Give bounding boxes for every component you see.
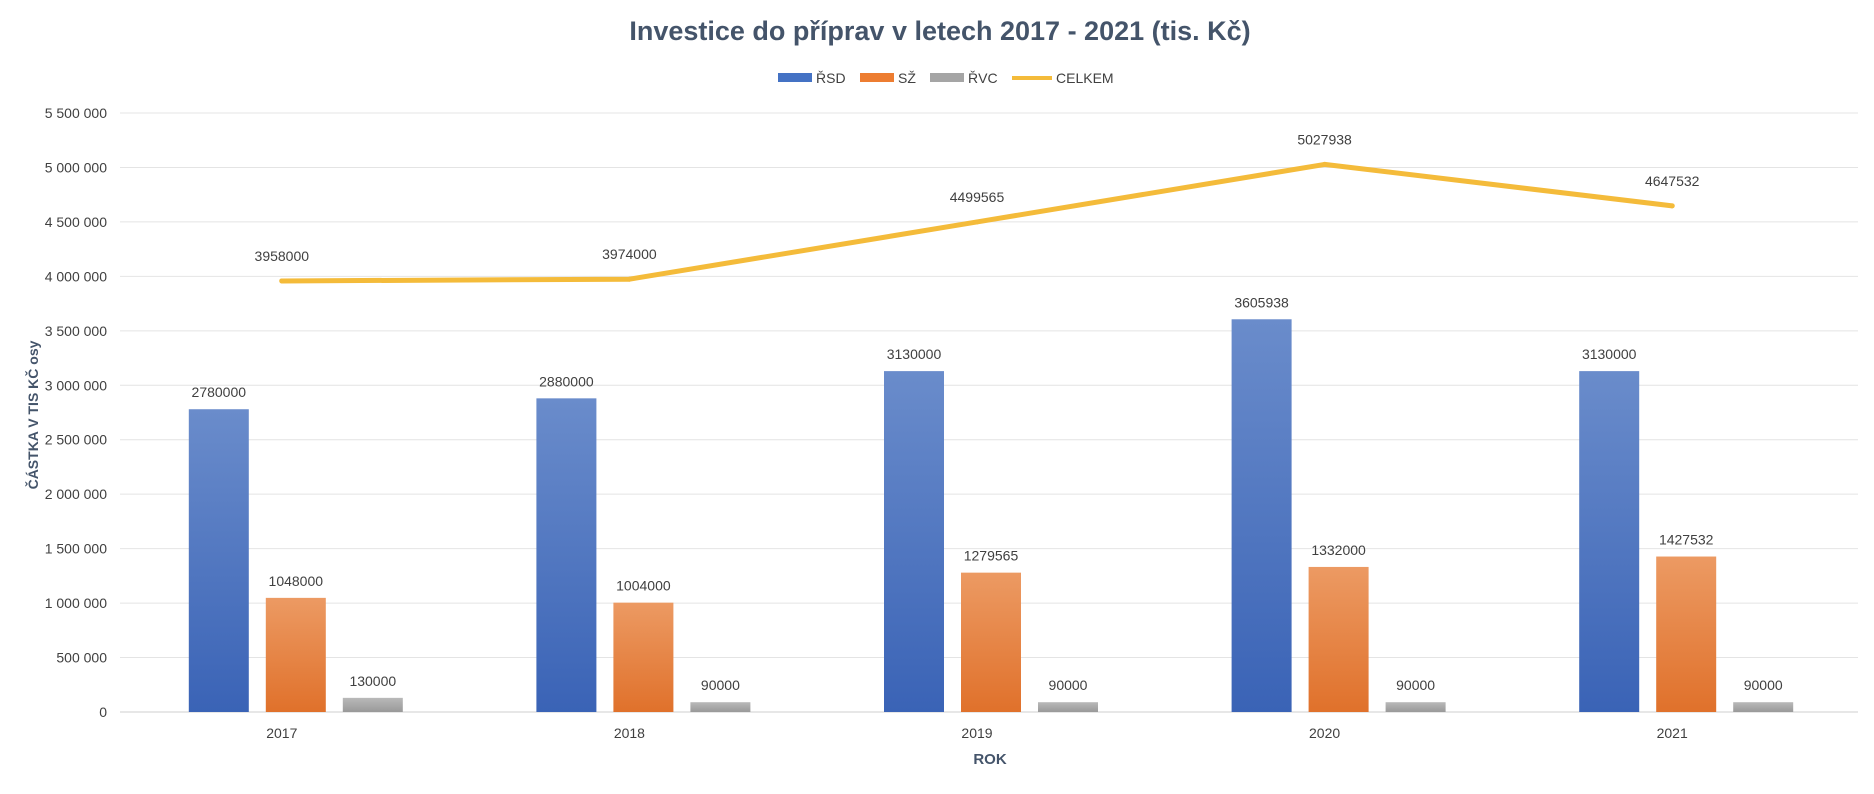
- y-tick-label: 2 000 000: [45, 486, 107, 502]
- bar-sž: [265, 597, 326, 712]
- bar-řvc: [1733, 702, 1794, 712]
- legend-label: SŽ: [898, 70, 916, 86]
- legend-item-řvc: ŘVC: [930, 70, 998, 86]
- y-tick-label: 4 000 000: [45, 268, 107, 284]
- line-point: [974, 219, 980, 225]
- bar-data-label: 2880000: [539, 373, 594, 389]
- line-data-label: 5027938: [1297, 131, 1352, 147]
- line-data-label: 3958000: [255, 248, 310, 264]
- bar-data-label: 1048000: [269, 573, 324, 589]
- bar-data-label: 90000: [1396, 677, 1435, 693]
- y-tick-label: 500 000: [56, 650, 107, 666]
- line-data-label: 4499565: [950, 189, 1005, 205]
- line-data-label: 4647532: [1645, 173, 1700, 189]
- x-tick-label: 2021: [1657, 725, 1688, 741]
- line-point: [1669, 203, 1675, 209]
- y-tick-label: 1 500 000: [45, 541, 107, 557]
- line-data-label: 3974000: [602, 246, 657, 262]
- y-tick-label: 3 000 000: [45, 377, 107, 393]
- legend-item-sž: SŽ: [860, 70, 916, 86]
- bar-data-label: 3130000: [887, 346, 942, 362]
- legend-item-řsd: ŘSD: [778, 70, 846, 86]
- y-tick-label: 3 500 000: [45, 323, 107, 339]
- total-line: [279, 161, 1675, 284]
- y-axis-tick-labels: 0 500 000 1 000 000 1 500 000 2 000 000 2 500…: [45, 105, 108, 720]
- bar-řsd: [1579, 371, 1640, 712]
- bar-řsd: [536, 398, 597, 712]
- bar-data-label: 1332000: [1311, 542, 1366, 558]
- legend-label: CELKEM: [1056, 70, 1114, 86]
- bar-data-label: 130000: [349, 673, 396, 689]
- y-tick-label: 1 000 000: [45, 595, 107, 611]
- x-axis-tick-labels: 2017 2018 2019 2020 2021: [266, 725, 1688, 741]
- x-tick-label: 2017: [266, 725, 297, 741]
- bar-řsd: [188, 409, 249, 712]
- bar-data-label: 90000: [1049, 677, 1088, 693]
- x-tick-label: 2018: [614, 725, 645, 741]
- legend-label: ŘVC: [968, 70, 998, 86]
- bar-řvc: [1038, 702, 1098, 712]
- bar-data-label: 3605938: [1234, 294, 1289, 310]
- bar-data-label: 1427532: [1659, 532, 1714, 548]
- y-axis-label: ČÁSTKA V TIS KČ osy: [24, 340, 41, 489]
- line-point: [1322, 161, 1328, 167]
- y-tick-label: 2 500 000: [45, 432, 107, 448]
- bar-data-label: 90000: [1744, 677, 1783, 693]
- bar-řsd: [1231, 319, 1292, 712]
- chart-title: Investice do příprav v letech 2017 - 202…: [629, 16, 1250, 46]
- bar-sž: [961, 572, 1021, 712]
- bar-data-label: 2780000: [192, 384, 247, 400]
- legend-item-celkem: CELKEM: [1012, 70, 1114, 86]
- y-tick-label: 0: [99, 704, 107, 720]
- data-labels: 2780000 2880000 3130000 3605938 3130000 10480…: [192, 131, 1783, 693]
- x-axis-label: ROK: [973, 751, 1007, 768]
- legend-swatch: [930, 73, 964, 82]
- bar-sž: [613, 602, 674, 712]
- legend: ŘSD SŽ ŘVC CELKEM: [778, 70, 1114, 86]
- bar-sž: [1308, 566, 1369, 712]
- bar-data-label: 90000: [701, 677, 740, 693]
- bar-řvc: [690, 702, 751, 712]
- legend-swatch: [778, 73, 812, 82]
- bar-data-label: 1004000: [616, 578, 671, 594]
- y-tick-label: 5 000 000: [45, 159, 107, 175]
- bars: [188, 319, 1794, 712]
- bar-řsd: [884, 371, 944, 712]
- y-tick-label: 5 500 000: [45, 105, 107, 121]
- line-point: [279, 278, 285, 284]
- legend-label: ŘSD: [816, 70, 846, 86]
- legend-swatch: [860, 73, 894, 82]
- gridlines: [120, 112, 1858, 713]
- bar-data-label: 3130000: [1582, 346, 1637, 362]
- y-tick-label: 4 500 000: [45, 214, 107, 230]
- x-tick-label: 2020: [1309, 725, 1340, 741]
- bar-řvc: [1385, 702, 1446, 712]
- bar-řvc: [342, 697, 403, 712]
- bar-data-label: 1279565: [964, 548, 1019, 564]
- x-tick-label: 2019: [961, 725, 992, 741]
- line-point: [626, 276, 632, 282]
- bar-sž: [1656, 556, 1717, 712]
